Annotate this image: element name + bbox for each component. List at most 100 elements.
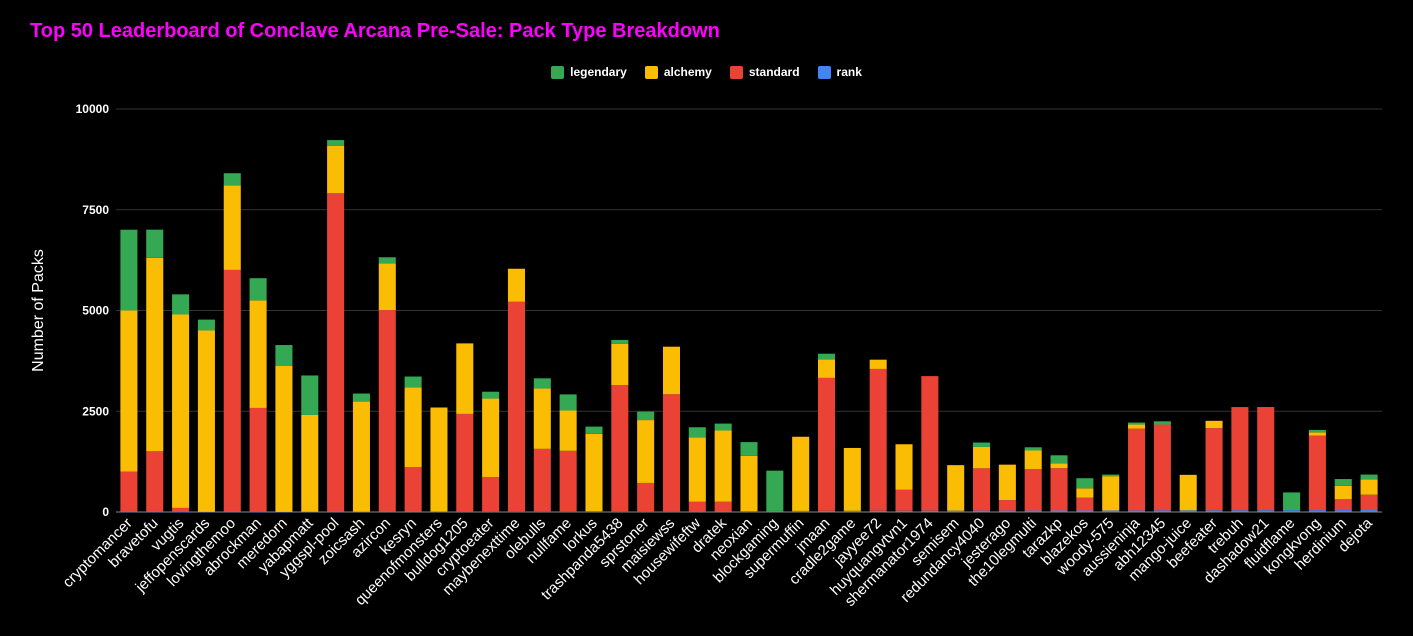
bar-segment-standard: [223, 269, 241, 512]
bar-segment-legendary: [1050, 455, 1068, 464]
bar-segment-alchemy: [456, 343, 474, 414]
y-tick-label: 5000: [82, 304, 109, 318]
chart-legend: legendary alchemy standard rank: [0, 65, 1413, 79]
bar-segment-standard: [662, 394, 681, 512]
bar-segment-rank: [482, 511, 500, 512]
bar-segment-rank: [973, 510, 991, 512]
bar-segment-rank: [947, 510, 965, 512]
bar-segment-legendary: [197, 319, 215, 331]
bar-segment-alchemy: [327, 145, 345, 194]
bar-segment-alchemy: [869, 359, 887, 369]
bar-segment-standard: [611, 385, 629, 512]
bar-segment-alchemy: [352, 401, 370, 512]
bar-segment-rank: [637, 511, 655, 512]
bar-segment-alchemy: [172, 314, 190, 508]
bar-segment-legendary: [223, 173, 241, 186]
bar-segment-rank: [740, 510, 758, 512]
bar-segment-legendary: [275, 345, 293, 366]
bar-segment-standard: [1153, 424, 1171, 511]
bar-segment-standard: [559, 450, 577, 512]
bar-segment-legendary: [327, 140, 345, 146]
bar-segment-legendary: [378, 257, 396, 264]
bar-segment-alchemy: [482, 398, 500, 478]
bar-segment-standard: [895, 489, 913, 511]
bar-segment-rank: [223, 511, 241, 513]
legend-swatch-legendary: [551, 65, 565, 79]
bar-segment-standard: [1076, 497, 1094, 511]
bar-segment-rank: [688, 511, 706, 512]
bar-segment-standard: [973, 468, 991, 511]
bar-segment-alchemy: [585, 433, 603, 512]
bar-segment-rank: [1153, 510, 1171, 512]
bar-segment-standard: [1128, 428, 1146, 511]
bar-segment-standard: [533, 448, 551, 512]
bar-segment-rank: [1283, 510, 1301, 512]
bar-segment-standard: [688, 501, 706, 512]
bar-segment-alchemy: [1205, 420, 1223, 429]
legend-item-alchemy[interactable]: alchemy: [644, 65, 712, 79]
bar-segment-alchemy: [223, 185, 241, 270]
bar-segment-alchemy: [688, 437, 706, 502]
bar-segment-standard: [637, 482, 655, 512]
legend-item-rank[interactable]: rank: [817, 65, 862, 79]
bar-segment-legendary: [1334, 479, 1352, 486]
bar-segment-legendary: [1128, 422, 1146, 425]
bar-segment-rank: [1128, 510, 1146, 512]
bar-segment-alchemy: [430, 407, 448, 512]
bar-segment-alchemy: [1308, 432, 1326, 436]
bar-segment-legendary: [817, 353, 836, 360]
bar-segment-rank: [1102, 510, 1120, 512]
bar-segment-alchemy: [740, 455, 758, 511]
legend-label: standard: [748, 65, 800, 79]
bar-segment-rank: [611, 511, 629, 512]
bar-segment-alchemy: [843, 447, 861, 511]
bar-segment-legendary: [637, 411, 655, 421]
bar-segment-legendary: [172, 294, 190, 315]
legend-swatch-alchemy: [644, 65, 658, 79]
legend-item-standard[interactable]: standard: [729, 65, 800, 79]
bar-segment-rank: [327, 511, 345, 513]
bar-segment-rank: [1050, 510, 1068, 512]
bar-segment-alchemy: [947, 465, 965, 511]
bar-segment-legendary: [766, 470, 784, 511]
bar-segment-legendary: [352, 393, 370, 402]
bar-segment-legendary: [120, 229, 138, 311]
bar-segment-rank: [507, 511, 525, 512]
legend-item-legendary[interactable]: legendary: [551, 65, 627, 79]
y-axis-title: Number of Packs: [30, 249, 47, 372]
bar-segment-alchemy: [1128, 424, 1146, 429]
bar-segment-rank: [766, 510, 784, 512]
bar-segment-standard: [1050, 468, 1068, 511]
bar-segment-standard: [404, 467, 422, 512]
bar-segment-alchemy: [973, 446, 991, 469]
bar-segment-alchemy: [507, 268, 525, 302]
bar-segment-rank: [714, 511, 732, 512]
legend-label: legendary: [570, 65, 627, 79]
bar-segment-rank: [1205, 510, 1223, 512]
bar-segment-rank: [843, 510, 861, 512]
bar-segment-rank: [895, 510, 913, 512]
bar-segment-alchemy: [1360, 479, 1378, 495]
bar-segment-rank: [662, 511, 681, 512]
bar-segment-alchemy: [559, 410, 577, 451]
bar-segment-rank: [869, 510, 887, 512]
bar-segment-alchemy: [1024, 450, 1042, 470]
bar-segment-rank: [921, 510, 939, 512]
legend-swatch-standard: [729, 65, 743, 79]
bar-segment-alchemy: [895, 444, 913, 490]
bar-segment-legendary: [1153, 421, 1171, 425]
bar-segment-standard: [482, 477, 500, 512]
bar-segment-rank: [197, 511, 215, 513]
legend-swatch-rank: [817, 65, 831, 79]
bar-segment-rank: [1231, 510, 1249, 512]
bar-segment-legendary: [1360, 474, 1378, 480]
bar-segment-standard: [327, 193, 345, 512]
bar-segment-alchemy: [533, 388, 551, 449]
bar-segment-alchemy: [275, 365, 293, 512]
bar-segment-rank: [430, 511, 448, 512]
bar-segment-rank: [559, 511, 577, 512]
bar-segment-standard: [146, 451, 164, 512]
bar-segment-legendary: [482, 391, 500, 399]
bar-segment-rank: [378, 511, 396, 513]
